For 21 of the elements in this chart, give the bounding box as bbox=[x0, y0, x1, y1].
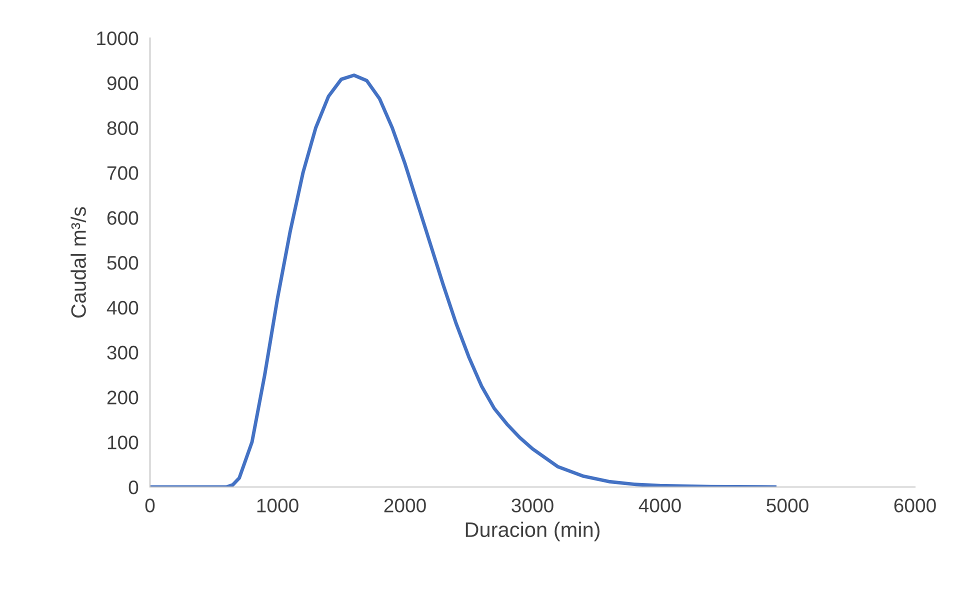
y-tick-label: 0 bbox=[128, 480, 138, 494]
x-tick-label: 4000 bbox=[638, 498, 681, 512]
y-tick-label: 200 bbox=[107, 390, 138, 404]
y-tick-label: 600 bbox=[107, 211, 138, 225]
y-axis-title: Caudal m³/s bbox=[70, 207, 86, 318]
x-tick-label: 3000 bbox=[512, 498, 554, 512]
y-tick-label: 800 bbox=[107, 121, 138, 136]
y-tick-label: 500 bbox=[107, 256, 138, 270]
x-tick-label: 5000 bbox=[766, 498, 808, 512]
x-tick-label: 0 bbox=[145, 498, 155, 512]
x-axis-title: Duracion (min) bbox=[466, 522, 600, 542]
y-tick-label: 100 bbox=[108, 436, 138, 450]
y-tick-label: 700 bbox=[107, 166, 138, 180]
y-tick-label: 400 bbox=[106, 300, 138, 315]
line-series bbox=[150, 74, 776, 487]
x-tick-label: 2000 bbox=[384, 498, 426, 512]
x-tick-label: 1000 bbox=[257, 498, 298, 512]
y-tick-label: 300 bbox=[107, 346, 138, 360]
y-tick-label: 1000 bbox=[97, 31, 138, 46]
y-tick-label: 900 bbox=[107, 76, 138, 90]
x-tick-label: 6000 bbox=[894, 498, 936, 512]
